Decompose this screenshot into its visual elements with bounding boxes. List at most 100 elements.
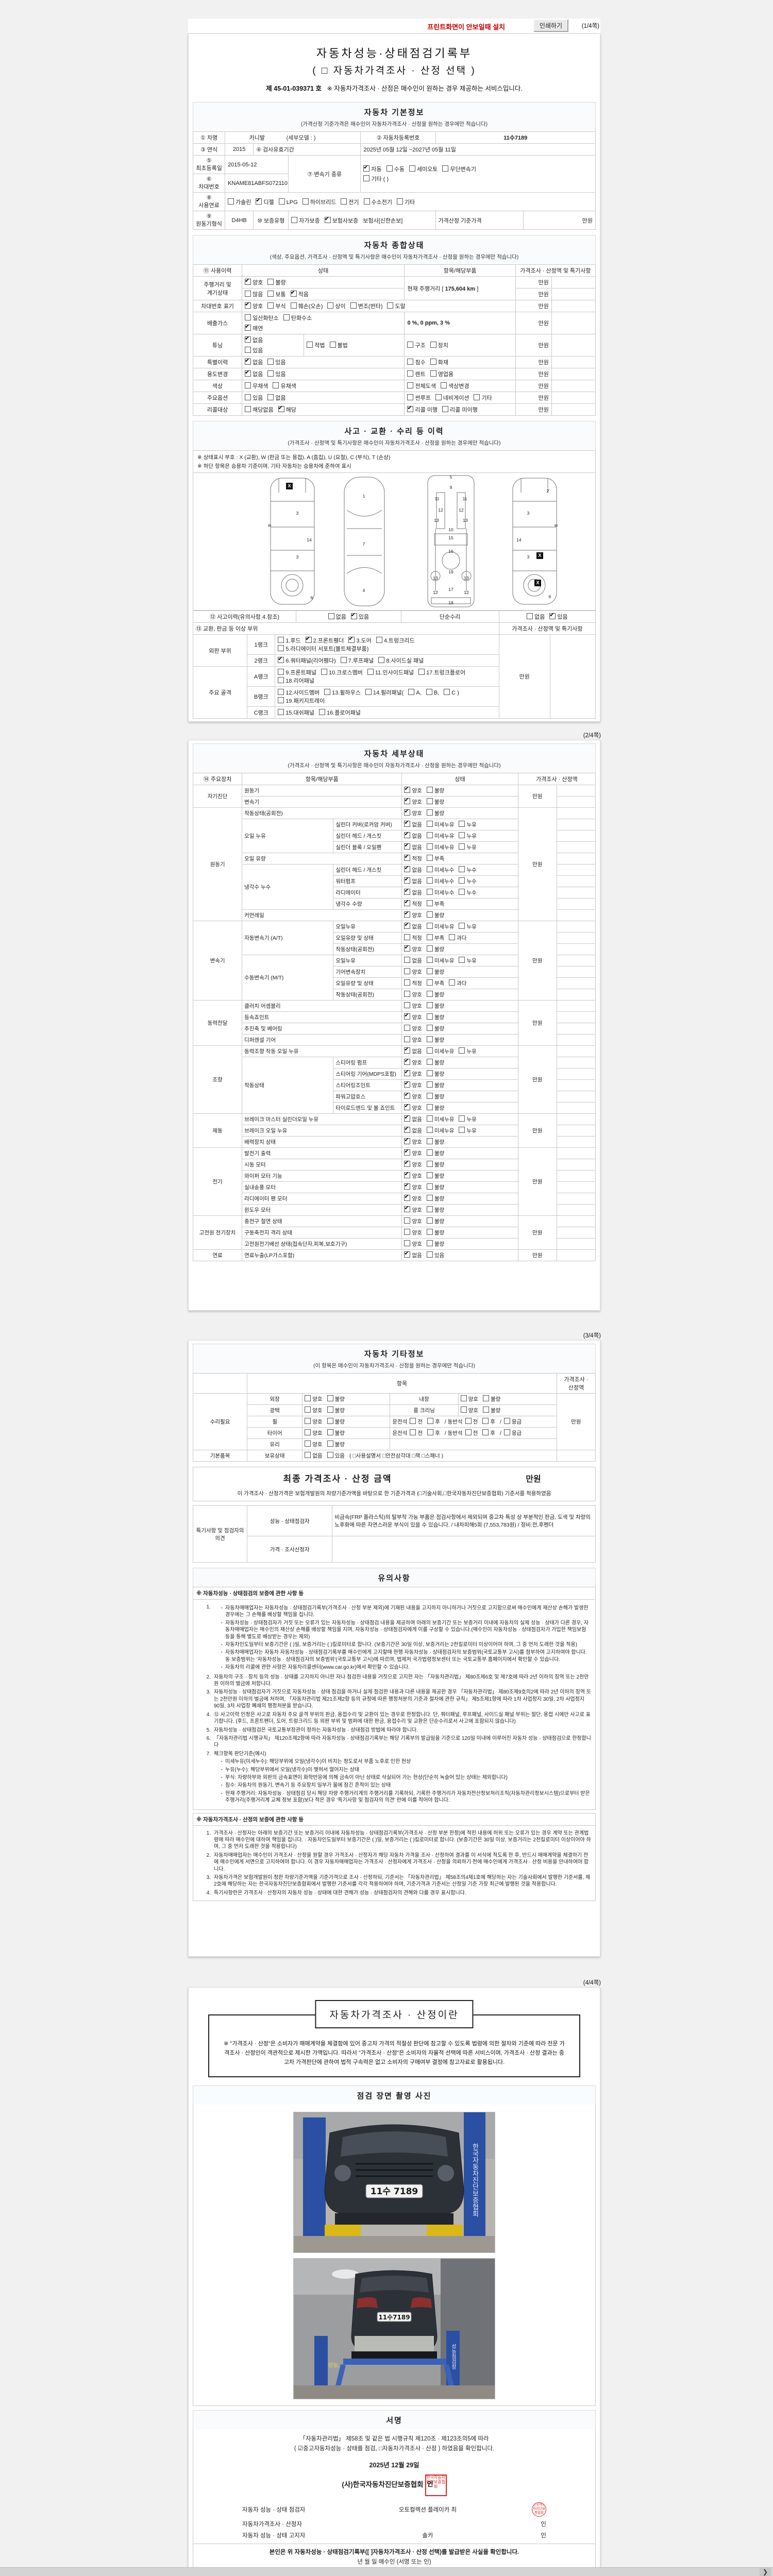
page-indicator-3: (3/4쪽) — [583, 1333, 601, 1339]
color-change-checks: 전체도색 색상변경 — [404, 380, 516, 392]
table-row: 리콜대상 해당없음 해당 리콜 이행 리콜 미이행 만원 — [192, 403, 596, 416]
checkbox: 불량 — [426, 968, 444, 976]
state-checks: 없음 미세누수 누수 — [401, 887, 518, 899]
checkbox: 불량 — [327, 1395, 345, 1403]
checkbox: LPG — [278, 198, 298, 206]
detail-row: 작동상태(공회전)양호 불량 — [193, 989, 596, 1001]
item-label: 연료누출(LP가스포함) — [242, 1249, 402, 1261]
state-checks: 양호 불량 — [401, 1068, 518, 1080]
checkbox: 불량 — [426, 1183, 444, 1191]
checkbox: 누유 — [459, 821, 477, 828]
label-inspector: 성능 · 상태점검자 — [247, 1505, 333, 1536]
item-label: 고전원전기배선 상태(접속단자,피복,보호기구) — [242, 1238, 402, 1250]
table-header-row: ⑭ 주요장치 항목/해당부품 상태 가격조사 · 산정액 — [192, 773, 596, 785]
note-cell — [556, 830, 596, 842]
note-cell — [556, 1170, 596, 1182]
sub-item-label: 파워고압호스 — [333, 1091, 402, 1103]
state-checks: 양호 불량 — [401, 966, 518, 978]
signer-row-inspector: 자동차 성능 · 상태 점검자 오토컬렉션 플레이카 최 한국자동차진단보증협회 — [193, 2502, 595, 2517]
state-checks: 양호 불량 — [401, 1215, 518, 1227]
checkbox-checked: 해당 — [278, 404, 296, 414]
label-inspection-period: ④ 검사유효기간 — [253, 143, 361, 156]
note-cell — [556, 1113, 596, 1125]
sub-item-label: 타이로드엔드 및 볼 죠인트 — [333, 1102, 402, 1114]
col-price-note: 가격조사 · 산정액 및 특기사항 — [515, 264, 596, 277]
checkbox: 기타 ( ) — [363, 175, 389, 183]
table-row: ⑫ 사고이력(유의사항 4.참조) 없음 있음 단순수리 없음 있음 — [192, 611, 596, 623]
install-notice-link[interactable]: 프린트화면이 안보일때 설치 — [427, 23, 505, 31]
checkbox: 불량 — [426, 1172, 444, 1180]
horizontal-scrollbar[interactable]: ❯ — [0, 2567, 773, 2576]
checkbox-checked: 매연 — [245, 323, 263, 332]
detail-row: 기어변속장치 양호 불량 — [193, 966, 596, 978]
state-checks: 양호 불량 — [401, 1091, 518, 1103]
notice-item-text: ⑫ 사고이력 인정은 사고로 자동차 주요 골격 부위의 판금, 용접수리 및 … — [214, 1711, 591, 1725]
accident-history-checks: 없음 있음 — [296, 611, 401, 623]
checkbox: 기타 — [474, 394, 492, 402]
checkbox: 기타 — [397, 198, 415, 206]
table-row: 색상 무채색 유채색 전체도색 색상변경 만원 — [192, 380, 596, 392]
empty-cell — [390, 1438, 557, 1450]
scroll-right-arrow[interactable]: ❯ — [760, 2568, 771, 2576]
table-row: 특별이력 없음 있음 침수 화재 만원 — [192, 356, 596, 368]
price-cell: 만원 — [515, 368, 552, 380]
state-checks: 없음 미세누수 누수 — [401, 875, 518, 887]
usage-checks: 없음 있음 — [242, 368, 405, 380]
inline-text: 보험사[신한손보] — [363, 217, 403, 224]
checkbox-checked: 적정 — [404, 899, 422, 908]
signer-label: 자동차 성능 · 상태 점검자 — [242, 2507, 306, 2514]
state-checks: 양호 불량 — [401, 1136, 518, 1148]
note-cell — [556, 1091, 596, 1103]
mileage-state-checks: 양호 불량 — [242, 276, 405, 289]
checkbox: 양호 — [305, 1440, 323, 1448]
checkbox: 있음 — [327, 1452, 345, 1460]
checkbox: 14.필러패널( — [365, 688, 404, 697]
notice-item-number: 3. — [206, 1875, 211, 1880]
checkbox: 불량 — [426, 991, 444, 998]
state-checks: 양호 불량 — [401, 785, 518, 796]
checkbox-checked: 양호 — [404, 785, 422, 794]
section-note: (가격산정 기준가격은 매수인이 자동차가격조사 · 산정을 원하는 경우에만 … — [300, 121, 488, 127]
checkbox: 응급 — [503, 1429, 522, 1437]
sub-item-label: 라디에이터 — [333, 887, 402, 899]
checkbox: 불량 — [426, 1240, 444, 1248]
table-row: 용도변경 없음 있음 렌트 영업용 만원 — [192, 368, 596, 380]
detail-row: 동력전달 클러치 어셈블리 양호 불량 만원 — [192, 1000, 596, 1046]
etc-row: 타이어 양호 불량 운전석 전 후 / 동반석 전 후 / 응급 — [193, 1427, 596, 1439]
final-price-note: 이 가격조사 · 산정가격은 보험개발원의 차량기준가액을 바탕으로 한 기준가… — [237, 1490, 551, 1497]
item-label: 수동변속기 (M/T) — [242, 955, 334, 1001]
notice-item-number: 7. — [206, 1751, 211, 1757]
state-checks: 양호 불량 — [401, 1034, 518, 1046]
checkbox: 불량 — [426, 809, 444, 817]
detail-row: 고전원 전기장치 충전구 절연 상태 양호 불량 만원 — [192, 1215, 596, 1250]
checkbox-checked: 디젤 — [256, 197, 274, 206]
parts-note-cell — [549, 634, 596, 719]
item-label: 디퍼렌셜 기어 — [242, 1034, 402, 1046]
checkbox: 양호 — [404, 1217, 422, 1225]
checkbox: 불량 — [426, 1013, 444, 1021]
checkbox: 있음 — [245, 394, 263, 402]
item-label: 자동변속기 (A/T) — [242, 921, 334, 955]
page-indicator-1: (1/4쪽) — [581, 23, 599, 29]
checkbox: 있음 — [245, 346, 263, 354]
signer-in: 인 — [541, 2533, 546, 2539]
section-title: 점검 장면 촬영 사진 — [357, 2092, 432, 2101]
group-outer-panel: 외판 부위 — [192, 634, 248, 667]
document-subtitle: ( □ 자동차가격조사 · 산정 선택 ) — [312, 65, 476, 76]
state-checks: 없음 미세누유 누유 — [401, 1113, 518, 1125]
value-vin: KNAME81ABFS072110 — [225, 174, 289, 193]
etc-row: 휠 양호 불량 운전석 전 후 / 동반석 전 후 / 응급 — [193, 1416, 596, 1428]
checkbox: 있음 — [267, 358, 286, 366]
print-button[interactable]: 인쇄하기 — [533, 19, 568, 32]
car-outline-svg — [270, 475, 557, 607]
notice-item-text: 자동차매매업자는 자동차성능 · 상태점검기록부(가격조사 · 산정 부분 제외… — [214, 1604, 591, 1672]
checkbox: 5.라디에이터 서포트(볼트체결부품) — [278, 645, 368, 653]
checkbox: 불량 — [426, 911, 444, 919]
col-item: 항목 — [247, 1373, 557, 1394]
col-state: 상태 — [401, 773, 518, 785]
diagram-panel-number: 10 — [448, 527, 453, 532]
note-cell — [556, 807, 596, 819]
checkbox: 1.후드 — [278, 636, 301, 645]
